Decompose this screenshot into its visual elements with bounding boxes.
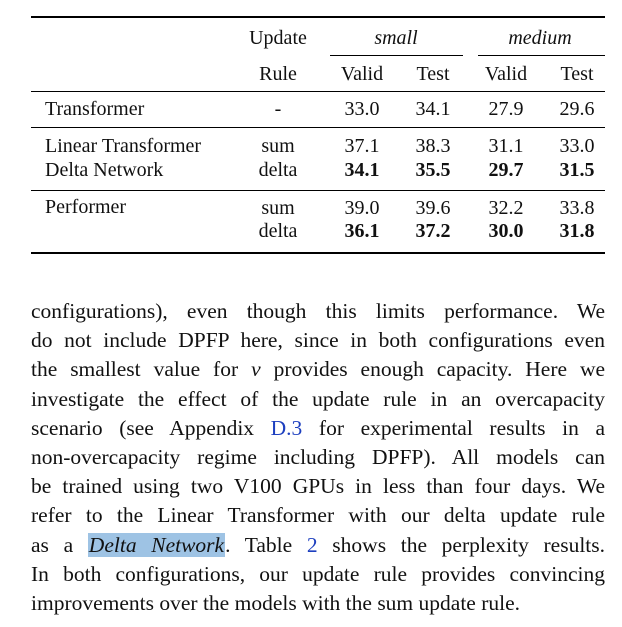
row-medium-valid: 30.0 — [488, 220, 524, 242]
row-model: Delta Network — [45, 159, 164, 181]
row-small-test: 34.1 — [415, 98, 451, 120]
row-rule: sum — [261, 135, 295, 157]
header-medium-valid: Valid — [484, 63, 528, 85]
table-bottom-rule — [31, 252, 605, 254]
row-rule: delta — [258, 220, 298, 242]
table-link[interactable]: 2 — [306, 532, 318, 557]
paragraph-line: the smallest value for ν provides enough… — [31, 355, 605, 384]
paragraph-line: as a Delta Network. Table 2 shows the pe… — [31, 531, 605, 560]
row-small-valid: 37.1 — [344, 135, 380, 157]
row-small-test: 35.5 — [415, 159, 451, 181]
paragraph-line: non-overcapacity regime including DPFP).… — [31, 445, 605, 470]
appendix-link[interactable]: D.3 — [270, 415, 303, 440]
header-small-valid: Valid — [340, 63, 384, 85]
table-top-rule — [31, 16, 605, 18]
header-group-medium: medium — [508, 27, 572, 49]
row-small-valid: 34.1 — [344, 159, 380, 181]
paragraph-text: the smallest value for — [31, 357, 239, 382]
header-small-test: Test — [416, 63, 450, 85]
paragraph-line: do not include DPFP here, since in both … — [31, 328, 605, 353]
row-medium-test: 31.5 — [559, 159, 595, 181]
row-rule: delta — [258, 159, 298, 181]
header-update: Update — [249, 27, 307, 49]
paragraph-text: for experimental results in a — [318, 415, 606, 440]
row-model: Transformer — [45, 98, 145, 120]
row-medium-valid: 29.7 — [488, 159, 524, 181]
paragraph-text: . Table — [225, 532, 293, 557]
medium-group-rule — [478, 55, 605, 56]
paragraph-text: scenario (see Appendix — [31, 415, 255, 440]
row-medium-test: 33.0 — [559, 135, 595, 157]
row-small-test: 37.2 — [415, 220, 451, 242]
paragraph-text: as a — [31, 532, 74, 557]
paragraph-line: refer to the Linear Transformer with our… — [31, 503, 605, 528]
paragraph-line: improvements over the models with the su… — [31, 591, 521, 616]
row-small-test: 38.3 — [415, 135, 451, 157]
row-medium-test: 31.8 — [559, 220, 595, 242]
row-medium-valid: 27.9 — [488, 98, 524, 120]
row-rule: sum — [261, 197, 295, 219]
row-medium-valid: 31.1 — [488, 135, 524, 157]
row-medium-test: 33.8 — [559, 197, 595, 219]
results-table: Update Rule small medium Valid Test Vali… — [31, 0, 605, 255]
header-bottom-rule — [31, 91, 605, 92]
row-separator-2 — [31, 190, 605, 191]
row-separator-1 — [31, 127, 605, 128]
paragraph-text: provides enough capacity. Here we — [273, 357, 606, 382]
paragraph-line: In both configurations, our update rule … — [31, 561, 605, 586]
row-medium-test: 29.6 — [559, 98, 595, 120]
row-model: Linear Transformer — [45, 135, 202, 157]
row-small-test: 39.6 — [415, 197, 451, 219]
highlighted-term[interactable]: Delta Network — [87, 532, 226, 557]
header-rule: Rule — [259, 63, 297, 85]
body-paragraph: configurations), even though this limits… — [31, 297, 605, 618]
row-small-valid: 33.0 — [344, 98, 380, 120]
row-medium-valid: 32.2 — [488, 197, 524, 219]
row-rule: - — [274, 98, 282, 120]
small-group-rule — [330, 55, 463, 56]
row-small-valid: 39.0 — [344, 197, 380, 219]
paragraph-line: configurations), even though this limits… — [31, 299, 605, 323]
nu-symbol: ν — [251, 357, 261, 382]
paragraph-line: be trained using two V100 GPUs in less t… — [31, 474, 605, 499]
row-model: Performer — [45, 196, 127, 218]
paragraph-text: shows the perplexity results. — [332, 532, 606, 557]
header-group-small: small — [374, 27, 418, 49]
header-medium-test: Test — [560, 63, 594, 85]
paragraph-line: scenario (see Appendix D.3 for experimen… — [31, 414, 605, 443]
row-small-valid: 36.1 — [344, 220, 380, 242]
paragraph-line: investigate the effect of the update rul… — [31, 386, 605, 411]
